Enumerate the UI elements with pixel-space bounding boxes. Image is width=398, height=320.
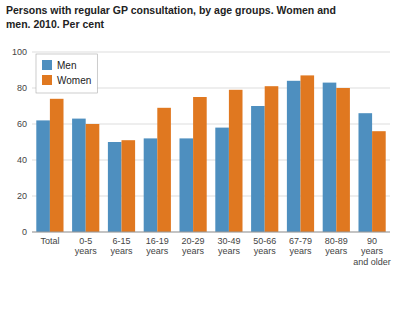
bar <box>108 142 122 232</box>
bar <box>265 86 279 232</box>
bar <box>372 131 386 232</box>
grid <box>32 52 390 232</box>
bar <box>50 99 64 232</box>
bar <box>229 90 243 232</box>
x-tick-label: 30-49years <box>217 236 240 256</box>
x-tick-label: 16-19years <box>146 236 169 256</box>
bar <box>72 119 86 232</box>
x-tick-label: Total <box>40 236 59 246</box>
legend-swatch <box>42 75 52 85</box>
grid-line <box>32 52 390 53</box>
y-tick-label: 0 <box>22 227 27 237</box>
x-tick-label: 50-66years <box>253 236 276 256</box>
bars <box>36 75 385 232</box>
legend-box <box>36 54 97 93</box>
y-tick-label: 80 <box>17 83 27 93</box>
y-tick-label: 60 <box>17 119 27 129</box>
bar <box>193 97 207 232</box>
chart-container: Persons with regular GP consultation, by… <box>0 0 398 320</box>
y-tick-label: 40 <box>17 155 27 165</box>
legend: Men Women <box>36 54 97 93</box>
bar <box>86 124 100 232</box>
bar <box>336 88 350 232</box>
y-tick-label: 100 <box>12 47 27 57</box>
x-tick-label: 6-15years <box>110 236 133 256</box>
bar <box>301 75 315 232</box>
bar <box>179 138 193 232</box>
bar <box>144 138 158 232</box>
bar <box>287 81 301 232</box>
bar <box>36 120 50 232</box>
x-tick-label: 20-29years <box>182 236 205 256</box>
x-axis <box>32 232 390 233</box>
bar <box>122 140 136 232</box>
legend-swatch <box>42 60 52 70</box>
x-tick-label: 67-79years <box>289 236 312 256</box>
grid-line <box>32 232 390 233</box>
x-tick-label: 90yearsand older <box>353 236 391 267</box>
x-tick-label: 80-89years <box>325 236 348 256</box>
bar <box>215 128 229 232</box>
bar <box>358 113 372 232</box>
y-tick-label: 20 <box>17 191 27 201</box>
bar <box>251 106 265 232</box>
bar <box>323 83 337 232</box>
x-tick-label: 0-5years <box>75 236 98 256</box>
chart: Persons with regular GP consultation, by… <box>0 0 398 320</box>
legend-label: Men <box>57 60 76 71</box>
title: Persons with regular GP consultation, by… <box>6 4 336 30</box>
legend-label: Women <box>57 75 91 86</box>
bar <box>157 108 171 232</box>
